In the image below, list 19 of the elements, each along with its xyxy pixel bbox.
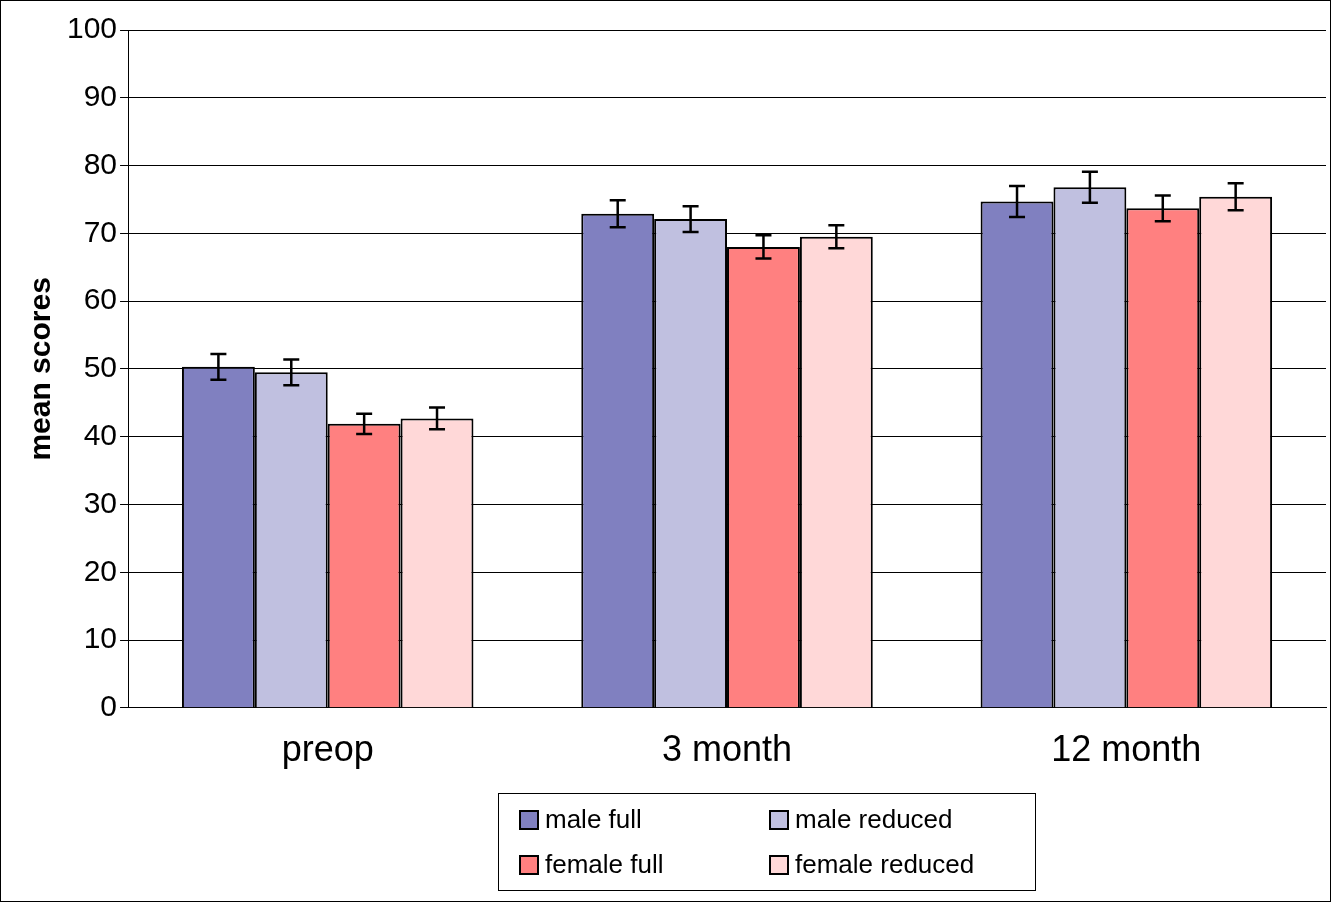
legend-label: male full (545, 804, 642, 835)
y-tick-label: 60 (83, 282, 118, 316)
y-tick-label: 70 (83, 214, 118, 248)
y-tick-label: 30 (83, 485, 118, 519)
y-tick-label: 40 (83, 417, 118, 451)
x-tick-label: 3 month (661, 728, 793, 770)
y-tick-label: 90 (83, 79, 118, 113)
y-tick-label: 80 (83, 146, 118, 180)
x-tick-label: preop (281, 728, 374, 770)
y-tick-label: 10 (83, 621, 118, 655)
x-tick-label: 12 month (1051, 728, 1202, 770)
legend-label: male reduced (795, 804, 953, 835)
y-tick-label: 50 (83, 350, 118, 384)
y-tick-label: 100 (66, 11, 118, 45)
legend-label: female reduced (795, 849, 975, 880)
y-axis-title: mean scores (23, 277, 57, 461)
y-tick-label: 20 (83, 553, 118, 587)
y-tick-label: 0 (100, 689, 118, 723)
legend-label: female full (545, 849, 664, 880)
